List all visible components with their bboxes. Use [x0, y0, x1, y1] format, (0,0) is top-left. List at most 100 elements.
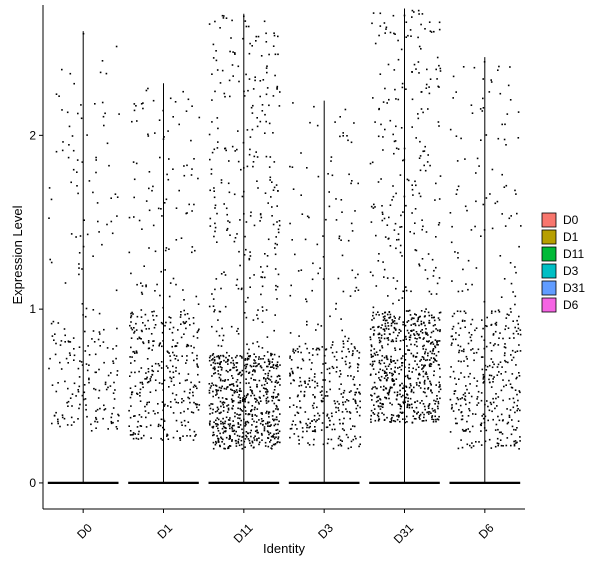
data-point	[386, 319, 388, 322]
data-point	[231, 357, 233, 359]
data-point	[452, 325, 455, 328]
data-point	[401, 82, 404, 85]
data-point	[427, 334, 429, 336]
data-point	[379, 362, 382, 365]
data-point	[305, 298, 307, 300]
data-point	[245, 363, 247, 366]
data-point	[166, 173, 168, 176]
data-point	[220, 437, 223, 440]
data-point	[216, 117, 219, 119]
data-point	[399, 411, 402, 414]
data-point	[425, 308, 427, 310]
data-point	[243, 312, 246, 314]
data-point	[518, 448, 520, 450]
data-point	[253, 439, 256, 441]
data-point	[406, 375, 409, 377]
data-point	[275, 404, 278, 407]
data-point	[289, 375, 291, 377]
data-point	[277, 441, 279, 443]
data-point	[469, 383, 471, 385]
data-point	[476, 380, 479, 382]
data-point	[400, 368, 403, 371]
data-point	[236, 413, 238, 415]
data-point	[469, 336, 472, 339]
data-point	[316, 347, 318, 350]
data-point	[197, 329, 200, 332]
data-point	[420, 48, 422, 50]
data-point	[265, 67, 268, 69]
data-point	[497, 309, 500, 311]
data-point	[313, 430, 316, 432]
data-point	[265, 402, 268, 404]
data-point	[485, 429, 488, 432]
data-point	[418, 415, 421, 417]
data-point	[212, 361, 215, 364]
data-point	[343, 417, 345, 420]
data-point	[239, 424, 242, 426]
data-point	[389, 245, 392, 247]
data-point	[210, 364, 212, 366]
data-point	[304, 380, 306, 383]
data-point	[196, 354, 198, 357]
data-point	[55, 150, 58, 153]
data-point	[470, 323, 472, 326]
data-point	[413, 411, 416, 413]
data-point	[347, 348, 350, 350]
data-point	[409, 334, 412, 337]
data-point	[427, 411, 430, 413]
data-point	[233, 240, 236, 243]
data-point	[104, 112, 106, 115]
data-point	[386, 358, 389, 361]
data-point	[497, 396, 500, 398]
data-point	[209, 407, 212, 410]
data-point	[415, 368, 417, 371]
data-point	[438, 340, 441, 342]
data-point	[305, 300, 308, 303]
data-point	[321, 400, 323, 403]
data-point	[497, 428, 499, 431]
data-point	[155, 315, 158, 317]
data-point	[458, 378, 460, 380]
data-point	[358, 357, 360, 359]
data-point	[380, 386, 382, 388]
data-point	[198, 381, 201, 383]
data-point	[250, 444, 253, 447]
data-point	[155, 389, 157, 392]
data-point	[93, 387, 95, 390]
data-point	[63, 417, 66, 420]
data-point	[316, 385, 319, 387]
data-point	[352, 438, 355, 441]
data-point	[180, 314, 182, 316]
data-point	[330, 156, 333, 158]
data-point	[507, 327, 510, 329]
data-point	[330, 438, 333, 441]
data-point	[381, 369, 384, 372]
data-point	[267, 412, 270, 415]
data-point	[223, 359, 225, 362]
data-point	[187, 396, 189, 399]
data-point	[458, 409, 460, 411]
data-point	[180, 336, 183, 339]
data-point	[382, 319, 385, 321]
data-point	[405, 415, 408, 418]
data-point	[194, 249, 196, 252]
data-point	[494, 445, 497, 448]
data-point	[92, 255, 94, 257]
data-point	[268, 104, 270, 107]
data-point	[134, 371, 136, 374]
data-point	[372, 363, 374, 365]
data-point	[140, 416, 143, 418]
data-point	[372, 274, 374, 277]
data-point	[289, 294, 292, 297]
data-point	[72, 149, 75, 152]
data-point	[393, 420, 395, 422]
data-point	[134, 385, 137, 387]
data-point	[245, 221, 248, 223]
data-point	[378, 341, 381, 344]
data-point	[416, 352, 419, 354]
data-point	[410, 388, 413, 391]
data-point	[133, 109, 136, 112]
data-point	[379, 398, 382, 401]
data-point	[339, 422, 341, 425]
data-point	[208, 356, 211, 359]
